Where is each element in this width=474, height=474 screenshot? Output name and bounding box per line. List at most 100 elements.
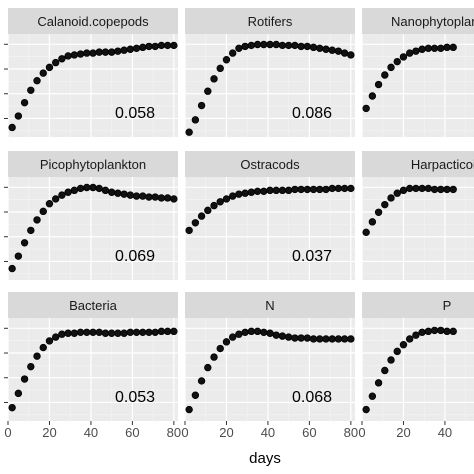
data-point [120, 190, 128, 198]
data-point [387, 356, 395, 364]
data-point [424, 327, 433, 336]
data-point [253, 187, 262, 196]
data-point [241, 189, 249, 197]
data-point [132, 44, 141, 53]
data-point [418, 184, 426, 193]
data-point [247, 41, 256, 50]
data-point [197, 101, 206, 110]
x-tick-label: 80 [344, 425, 358, 440]
facet-title: Bacteria [69, 298, 117, 313]
data-points [362, 43, 457, 113]
data-point [443, 327, 451, 336]
data-point [114, 329, 122, 337]
data-point [33, 216, 41, 224]
data-point [253, 40, 262, 49]
data-point [216, 198, 224, 206]
data-point [101, 186, 110, 195]
data-point [228, 192, 237, 200]
x-axis-title: days [249, 450, 281, 467]
data-point [374, 208, 383, 216]
data-point [362, 228, 370, 237]
data-point [362, 405, 370, 414]
data-points [8, 327, 178, 412]
data-point [309, 335, 318, 343]
data-point [347, 335, 355, 343]
facet-title: Picophytoplankton [40, 157, 146, 172]
data-point [334, 47, 343, 55]
facet-title: Harpacticoid [411, 157, 474, 172]
data-points [362, 326, 457, 414]
data-point [120, 46, 128, 54]
data-point [405, 49, 414, 57]
panel-value-label: 0.086 [292, 105, 332, 122]
facet-strip [362, 151, 474, 177]
x-tick-label: 0 [358, 425, 365, 440]
data-point [185, 128, 193, 136]
data-point [316, 185, 324, 194]
data-point [328, 184, 336, 193]
data-point [449, 43, 457, 52]
plot-panel [185, 177, 355, 280]
data-point [204, 206, 212, 215]
x-tick-label: 60 [125, 425, 139, 440]
facet-strip [8, 292, 178, 318]
data-point [33, 77, 41, 85]
data-point [83, 183, 91, 192]
data-point [260, 187, 268, 196]
bottom-axis-layer: 020406080020406080020406080 [4, 421, 452, 440]
data-point [64, 52, 72, 60]
data-point [89, 49, 97, 57]
facet-strip [185, 151, 355, 177]
data-point [340, 335, 349, 343]
data-point [272, 186, 280, 195]
data-point [247, 188, 256, 196]
data-point [328, 335, 336, 343]
data-point [14, 252, 23, 260]
panel-value-label: 0.068 [292, 389, 332, 406]
data-point [20, 239, 29, 247]
data-point [297, 185, 305, 194]
data-point [139, 192, 147, 200]
data-point [405, 335, 414, 343]
data-point [347, 184, 355, 193]
data-point [334, 335, 343, 343]
data-point [27, 86, 35, 94]
data-point [340, 184, 349, 193]
data-points [185, 327, 355, 414]
data-point [8, 123, 16, 132]
data-point [266, 40, 274, 49]
data-point [210, 201, 218, 210]
data-points [8, 41, 178, 132]
data-point [151, 328, 159, 337]
data-point [424, 184, 433, 193]
data-point [309, 43, 318, 52]
panel-value-label: 0.053 [115, 389, 155, 406]
data-point [443, 43, 451, 52]
gridlines [184, 34, 355, 137]
data-point [197, 212, 206, 220]
data-point [291, 41, 299, 50]
data-point [412, 331, 420, 339]
facet-strip [185, 8, 355, 34]
data-point [437, 326, 445, 335]
data-point [241, 42, 249, 51]
data-point [303, 334, 312, 342]
data-point [316, 44, 324, 53]
data-point [297, 42, 305, 51]
data-point [393, 189, 401, 197]
data-point [45, 200, 54, 208]
data-point [58, 55, 66, 63]
data-point [430, 185, 439, 194]
data-point [39, 69, 47, 77]
data-point [204, 363, 212, 372]
data-point [222, 56, 231, 64]
data-point [303, 42, 312, 51]
data-point [334, 184, 343, 193]
facet-panel: Calanoid.copepods 0.058 [4, 8, 178, 137]
x-tick-label: 40 [261, 425, 275, 440]
data-point [76, 328, 85, 337]
data-point [284, 333, 293, 341]
data-point [191, 219, 200, 227]
data-point [83, 328, 91, 337]
data-point [284, 41, 293, 50]
